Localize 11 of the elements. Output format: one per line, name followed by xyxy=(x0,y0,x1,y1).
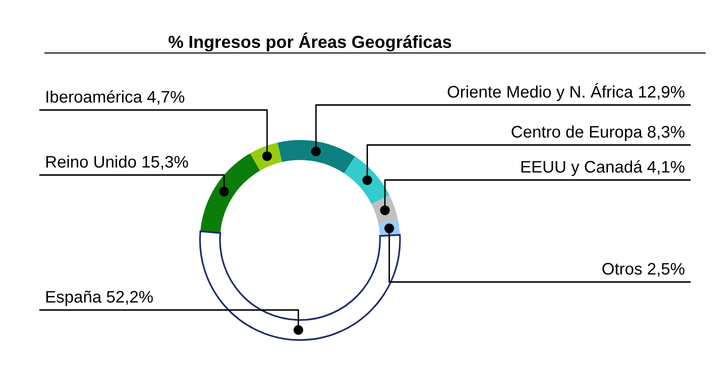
donut-slice xyxy=(278,140,356,174)
slice-label: Reino Unido 15,3% xyxy=(46,155,188,170)
donut-slice xyxy=(199,230,401,341)
slice-label: Oriente Medio y N. África 12,9% xyxy=(448,83,684,101)
slice-label: EEUU y Canadá 4,1% xyxy=(521,160,684,176)
slice-label: España 52,2% xyxy=(46,290,153,306)
chart-title: % Ingresos por Áreas Geográficas xyxy=(168,32,452,52)
slice-label: Centro de Europa 8,3% xyxy=(512,125,684,141)
slice-label: Iberoamérica 4,7% xyxy=(46,90,184,105)
donut-slice xyxy=(200,153,260,234)
slice-label: Otros 2,5% xyxy=(602,262,684,277)
